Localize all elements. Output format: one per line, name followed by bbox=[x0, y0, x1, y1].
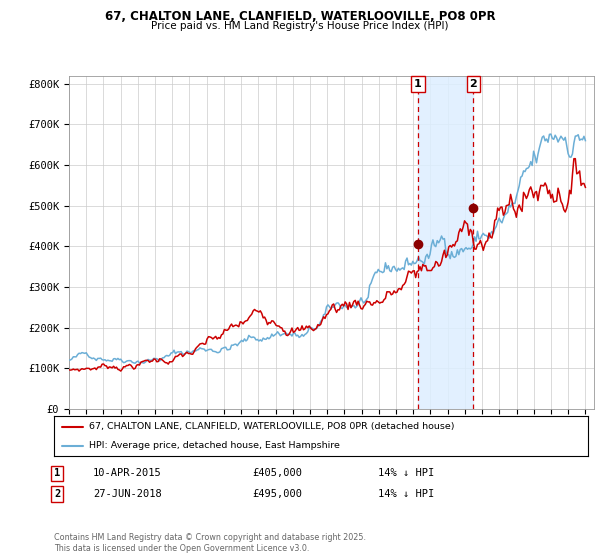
Text: 10-APR-2015: 10-APR-2015 bbox=[93, 468, 162, 478]
Text: HPI: Average price, detached house, East Hampshire: HPI: Average price, detached house, East… bbox=[89, 441, 340, 450]
Text: 2: 2 bbox=[54, 489, 60, 499]
Text: 14% ↓ HPI: 14% ↓ HPI bbox=[378, 489, 434, 499]
Text: £495,000: £495,000 bbox=[252, 489, 302, 499]
Text: Contains HM Land Registry data © Crown copyright and database right 2025.
This d: Contains HM Land Registry data © Crown c… bbox=[54, 533, 366, 553]
Text: 14% ↓ HPI: 14% ↓ HPI bbox=[378, 468, 434, 478]
Text: 1: 1 bbox=[54, 468, 60, 478]
Text: 27-JUN-2018: 27-JUN-2018 bbox=[93, 489, 162, 499]
Text: 67, CHALTON LANE, CLANFIELD, WATERLOOVILLE, PO8 0PR (detached house): 67, CHALTON LANE, CLANFIELD, WATERLOOVIL… bbox=[89, 422, 454, 431]
Text: 2: 2 bbox=[469, 79, 477, 89]
Bar bbox=[418, 76, 473, 409]
Text: £405,000: £405,000 bbox=[252, 468, 302, 478]
Text: 1: 1 bbox=[414, 79, 422, 89]
Text: 67, CHALTON LANE, CLANFIELD, WATERLOOVILLE, PO8 0PR: 67, CHALTON LANE, CLANFIELD, WATERLOOVIL… bbox=[104, 10, 496, 23]
Text: Price paid vs. HM Land Registry's House Price Index (HPI): Price paid vs. HM Land Registry's House … bbox=[151, 21, 449, 31]
